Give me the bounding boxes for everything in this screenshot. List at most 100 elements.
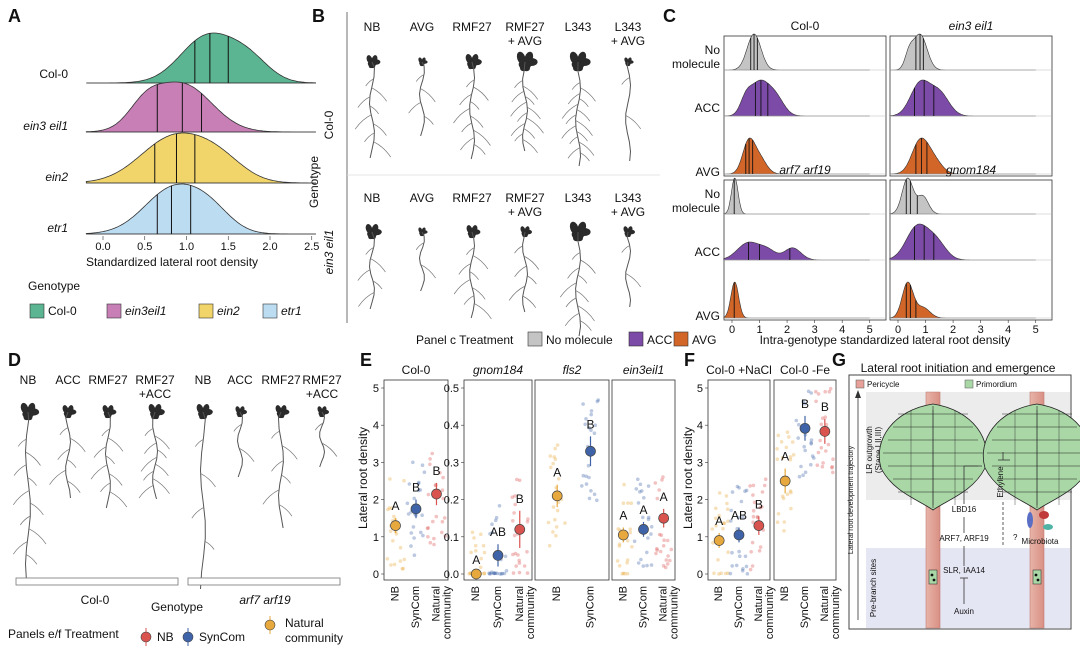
legend-label-acc: ACC xyxy=(647,333,673,347)
panel-c-ticklabel-arf7arf19-3: 3 xyxy=(812,324,818,336)
panel-e-point-3-0-21 xyxy=(630,545,634,549)
panel-e-point-1-0-20 xyxy=(479,532,483,536)
panel-c-row-col0-0-2: molecule xyxy=(672,57,720,71)
panel-e-xlabel-0-1: SynCom xyxy=(410,586,422,628)
panel-e-point-2-0-16 xyxy=(555,443,560,447)
panel-e-point-1-1-15 xyxy=(490,522,494,526)
panel-f-point-1-0-11 xyxy=(788,457,793,462)
panel-e-point-2-0-8 xyxy=(551,530,555,534)
panel-f-yticklabel-0-5: 5 xyxy=(697,383,703,395)
panel-f-point-0-2-4 xyxy=(758,505,763,510)
panel-f-yticklabel-0-2: 2 xyxy=(697,495,703,507)
panel-e-point-3-2-3 xyxy=(665,562,670,566)
panel-f-point-1-2-0 xyxy=(831,457,835,462)
panel-e-point-3-2-21 xyxy=(658,549,663,554)
panel-e-point-1-1-7 xyxy=(490,570,494,574)
legend-label-natural-2: community xyxy=(285,631,343,645)
panel-e-point-2-0-19 xyxy=(547,543,552,548)
panel-c-row-arf7arf19-0-2: molecule xyxy=(672,201,720,215)
panel-d-seedling-4 xyxy=(191,404,216,590)
panel-f-point-0-1-10 xyxy=(741,515,745,520)
panel-g-root-left xyxy=(878,391,988,629)
panel-f-point-0-1-0 xyxy=(734,563,739,568)
panel-f-ylabel: Lateral root density xyxy=(681,427,695,529)
panel-d-seedling-6 xyxy=(262,405,298,529)
panel-f-point-1-2-16 xyxy=(821,461,825,465)
ridge-ein2 xyxy=(85,132,316,184)
panel-f-point-1-2-14 xyxy=(814,389,818,394)
panel-a-row-ein3eil1: ein3 eil1 xyxy=(23,119,68,133)
panel-d-genotype-arf7arf19: arf7 arf19 xyxy=(239,593,291,607)
panel-c-ticklabel-arf7arf19-5: 5 xyxy=(867,324,873,336)
legend-label-nomolecule: No molecule xyxy=(546,333,613,347)
legend-swatch-nb xyxy=(140,631,152,643)
panel-f-point-0-0-0 xyxy=(711,541,715,545)
panel-e-xlabel-0-2-2: community xyxy=(441,586,453,640)
panel-e-point-3-0-11 xyxy=(621,501,626,506)
panel-e-point-1-1-21 xyxy=(494,515,499,520)
panel-e-letter-1-1: AB xyxy=(490,525,506,539)
panel-f-point-1-1-13 xyxy=(810,454,815,458)
panel-e-point-3-2-9 xyxy=(666,554,670,558)
panel-e-point-1-2-0 xyxy=(517,558,521,563)
panel-e-point-1-1-11 xyxy=(493,571,498,575)
panel-c-ticklabel-gnom184-1: 1 xyxy=(922,324,928,336)
panel-f-point-1-1-10 xyxy=(802,444,806,449)
panel-f-point-1-1-19 xyxy=(809,442,813,446)
panel-e-point-1-2-20 xyxy=(517,478,522,483)
panel-e-point-0-1-5 xyxy=(406,512,411,516)
panel-f-point-0-1-20 xyxy=(729,519,733,523)
panel-d-treatment-7: RMF27 xyxy=(302,373,342,387)
panel-f-point-1-2-13 xyxy=(828,386,833,391)
panel-g-question: ? xyxy=(1013,533,1018,542)
panel-g-root-right xyxy=(982,391,1080,629)
panel-f-point-0-1-21 xyxy=(729,508,733,513)
panel-a-xticks: 0.0 0.5 1.0 1.5 2.0 2.5 xyxy=(95,236,319,253)
panel-e-xlabel-3-0: NB xyxy=(617,586,629,601)
panel-e-point-1-0-9 xyxy=(469,550,473,555)
panel-f-point-0-0-13 xyxy=(712,571,716,575)
panel-b-seedling-col0-2 xyxy=(453,54,491,160)
panel-e-point-0-1-15 xyxy=(422,470,427,475)
panel-g-microbe-3 xyxy=(1043,524,1053,530)
panel-f-point-1-0-5 xyxy=(788,455,793,459)
panel-e-point-2-1-4 xyxy=(589,428,593,433)
panel-e-point-2-1-2 xyxy=(580,484,584,488)
panel-e-point-0-0-21 xyxy=(401,566,406,571)
panel-e-point-0-0-6 xyxy=(386,507,390,512)
panel-f-letter-0-2: B xyxy=(755,497,763,511)
panel-e-point-0-1-16 xyxy=(420,463,425,468)
panel-e-point-3-1-21 xyxy=(645,563,649,568)
panel-e-point-2-1-7 xyxy=(595,399,600,404)
panel-e-point-2-1-10 xyxy=(581,473,586,478)
panel-e-point-0-1-19 xyxy=(411,525,416,529)
panel-f-point-0-1-4 xyxy=(744,564,749,569)
panel-b-bottom-treatment-3-2: + AVG xyxy=(508,205,542,219)
panel-a-ridgeline xyxy=(85,32,317,235)
panel-e-point-3-2-19 xyxy=(661,475,665,479)
panel-f-point-0-0-19 xyxy=(723,571,728,576)
panel-e-point-1-1-17 xyxy=(500,571,505,576)
panel-e-letter-0-0: A xyxy=(392,499,400,513)
panel-e-point-2-1-3 xyxy=(595,498,599,503)
panel-c-facet-ein3eil1: ein3 eil1 xyxy=(889,19,1053,177)
panel-e-point-2-0-7 xyxy=(548,454,553,458)
panel-c-title-col0: Col-0 xyxy=(791,19,820,33)
panel-e-mean-3-0 xyxy=(617,529,629,541)
panel-e-point-0-2-4 xyxy=(441,496,446,501)
panel-e-point-1-1-12 xyxy=(497,504,502,508)
panel-e-point-3-2-13 xyxy=(661,564,666,568)
panel-e-point-0-2-20 xyxy=(428,462,432,467)
panel-f-point-1-0-19 xyxy=(782,520,787,524)
panel-e-point-0-1-21 xyxy=(418,488,423,492)
panel-e-point-1-1-18 xyxy=(499,572,504,576)
panel-f-point-0-1-11 xyxy=(737,486,741,490)
panel-d-seedling-3 xyxy=(138,404,170,500)
panel-e-mean-1-1 xyxy=(492,550,504,561)
panel-f-point-1-0-9 xyxy=(785,492,790,497)
panel-e-point-1-1-5 xyxy=(490,530,495,535)
panel-b-top-treatment-5-2: + AVG xyxy=(611,34,645,48)
panel-c-row-col0-1: ACC xyxy=(695,101,721,115)
panel-f-point-1-1-20 xyxy=(796,436,800,440)
panel-e-point-1-0-1 xyxy=(481,543,486,548)
